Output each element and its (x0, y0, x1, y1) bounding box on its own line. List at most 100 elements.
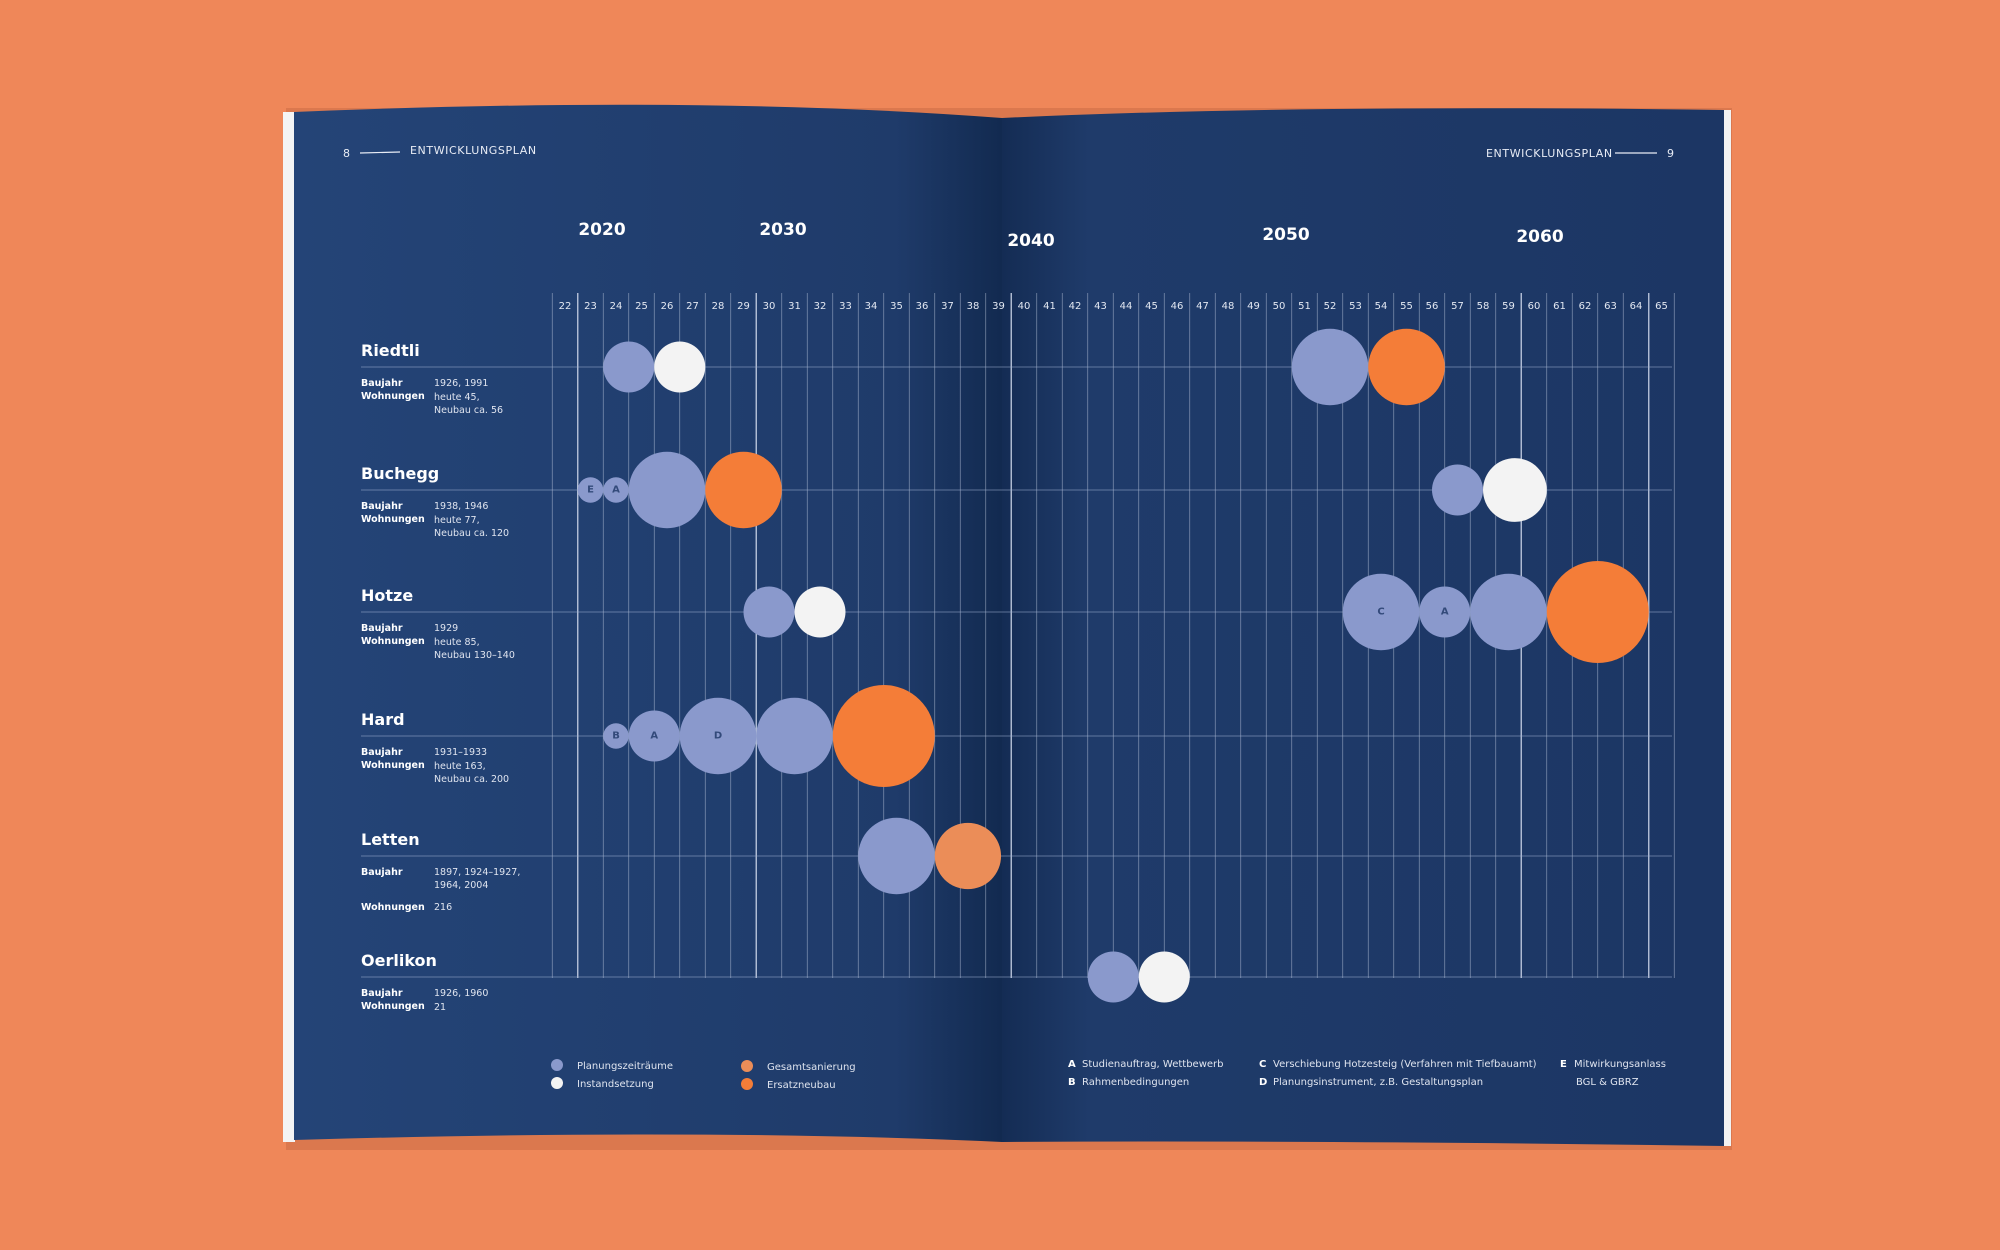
x-tick-label: 53 (1349, 301, 1362, 312)
page-number-right: 9 (1667, 147, 1675, 160)
wohnungen-value: heute 45, (434, 392, 480, 403)
note-text: BGL & GBRZ (1576, 1077, 1639, 1088)
x-tick-label: 65 (1655, 301, 1668, 312)
baujahr-label: Baujahr (361, 623, 403, 634)
bubble-ersatz (1368, 328, 1445, 406)
bubble-planung (1419, 586, 1471, 638)
legend-swatch-planung (551, 1059, 563, 1071)
bubble-ersatz (832, 685, 935, 787)
site-name: Buchegg (361, 464, 439, 483)
note-key: E (1560, 1059, 1567, 1070)
x-tick-label: 51 (1298, 301, 1311, 312)
x-tick-label: 50 (1273, 301, 1286, 312)
note-key: A (1068, 1059, 1076, 1070)
bubble-planung (1291, 328, 1369, 406)
note-key: C (1259, 1059, 1266, 1070)
legend-label: Ersatzneubau (767, 1080, 836, 1091)
x-tick-label: 44 (1120, 301, 1133, 312)
baujahr-label: Baujahr (361, 378, 403, 389)
bubble-planung (1087, 951, 1139, 1003)
site-row-letten: Letten Baujahr 1897, 1924–1927, 1964, 2004 W… (361, 830, 1672, 913)
x-tick-label: 57 (1451, 301, 1464, 312)
bubble-ersatz (705, 451, 782, 529)
baujahr-label: Baujahr (361, 747, 403, 758)
bubble-label: E (587, 485, 594, 496)
bubble-ersatz (1546, 561, 1649, 663)
wohnungen-value: Neubau ca. 200 (434, 774, 509, 785)
section-title-left: ENTWICKLUNGSPLAN (410, 144, 537, 157)
bubble-planung (1470, 573, 1547, 651)
site-name: Oerlikon (361, 951, 437, 970)
decade-label: 2040 (1007, 231, 1054, 251)
header-right: ENTWICKLUNGSPLAN 9 (1486, 147, 1675, 160)
bubble-label: A (1441, 607, 1449, 618)
x-tick-label: 40 (1018, 301, 1031, 312)
x-tick-label: 46 (1171, 301, 1184, 312)
bubble-label: D (714, 731, 722, 742)
x-tick-label: 42 (1069, 301, 1082, 312)
note-key: D (1259, 1077, 1267, 1088)
bubble-planung (603, 723, 629, 749)
bubble-instand (654, 341, 706, 393)
site-row-riedtli: Riedtli Baujahr 1926, 1991 Wohnungen heute 4… (361, 341, 1672, 416)
baujahr-value: 1926, 1960 (434, 988, 488, 999)
x-tick-label: 48 (1222, 301, 1235, 312)
legend-label: Instandsetzung (577, 1079, 654, 1090)
legend-swatch-gesamt (741, 1060, 753, 1072)
wohnungen-value: Neubau ca. 56 (434, 405, 503, 416)
wohnungen-label: Wohnungen (361, 1001, 425, 1012)
baujahr-label: Baujahr (361, 867, 403, 878)
x-tick-label: 22 (559, 301, 572, 312)
legend-label: Gesamtsanierung (767, 1062, 856, 1073)
header-left: 8 ENTWICKLUNGSPLAN (343, 144, 537, 160)
x-tick-label: 45 (1145, 301, 1158, 312)
baujahr-label: Baujahr (361, 501, 403, 512)
x-tick-label: 64 (1630, 301, 1643, 312)
wohnungen-label: Wohnungen (361, 514, 425, 525)
section-title-right: ENTWICKLUNGSPLAN (1486, 147, 1613, 160)
x-tick-label: 31 (788, 301, 801, 312)
wohnungen-label: Wohnungen (361, 391, 425, 402)
bubble-label: A (612, 485, 620, 496)
wohnungen-value: Neubau ca. 120 (434, 528, 509, 539)
bubble-planung (756, 697, 833, 775)
note-text: Mitwirkungsanlass (1574, 1059, 1666, 1070)
legend: Planungszeiträume Instandsetzung Gesamtsan… (551, 1059, 1666, 1091)
wohnungen-label: Wohnungen (361, 760, 425, 771)
left-page-edge (283, 112, 295, 1142)
x-tick-label: 30 (763, 301, 776, 312)
baujahr-value: 1897, 1924–1927, (434, 867, 520, 878)
x-tick-label: 26 (661, 301, 674, 312)
bubble-label: C (1377, 607, 1384, 618)
bubble-planung (628, 451, 706, 529)
x-tick-label: 56 (1426, 301, 1439, 312)
bubble-instand (1138, 951, 1190, 1003)
x-tick-label: 34 (865, 301, 878, 312)
bubble-planung (858, 817, 935, 895)
x-tick-label: 35 (890, 301, 903, 312)
bubble-gesamt (934, 822, 1002, 890)
x-tick-label: 47 (1196, 301, 1209, 312)
site-name: Letten (361, 830, 420, 849)
right-page-edge (1722, 110, 1731, 1146)
baujahr-value: 1938, 1946 (434, 501, 488, 512)
timeline-grid: 22 23 24 25 26 27 28 29 30 31 32 33 34 35 36 37 38 39 40 41… (551, 220, 1675, 978)
page-number-left: 8 (343, 147, 351, 160)
site-rows: Riedtli Baujahr 1926, 1991 Wohnungen heute 4… (361, 341, 1672, 1013)
x-tick-label: 54 (1375, 301, 1388, 312)
legend-swatch-ersatz (741, 1078, 753, 1090)
header-rule (359, 151, 401, 154)
x-tick-label: 25 (635, 301, 648, 312)
bubble-label: B (612, 731, 620, 742)
x-tick-label: 62 (1579, 301, 1592, 312)
x-tick-label: 27 (686, 301, 699, 312)
wohnungen-value: heute 163, (434, 761, 486, 772)
note-text: Rahmenbedingungen (1082, 1077, 1189, 1088)
baujahr-value: 1929 (434, 623, 458, 634)
site-name: Hard (361, 710, 405, 729)
wohnungen-value: 21 (434, 1002, 446, 1013)
x-tick-label: 52 (1324, 301, 1337, 312)
x-tick-label: 55 (1400, 301, 1413, 312)
bubble-planung (577, 477, 604, 503)
